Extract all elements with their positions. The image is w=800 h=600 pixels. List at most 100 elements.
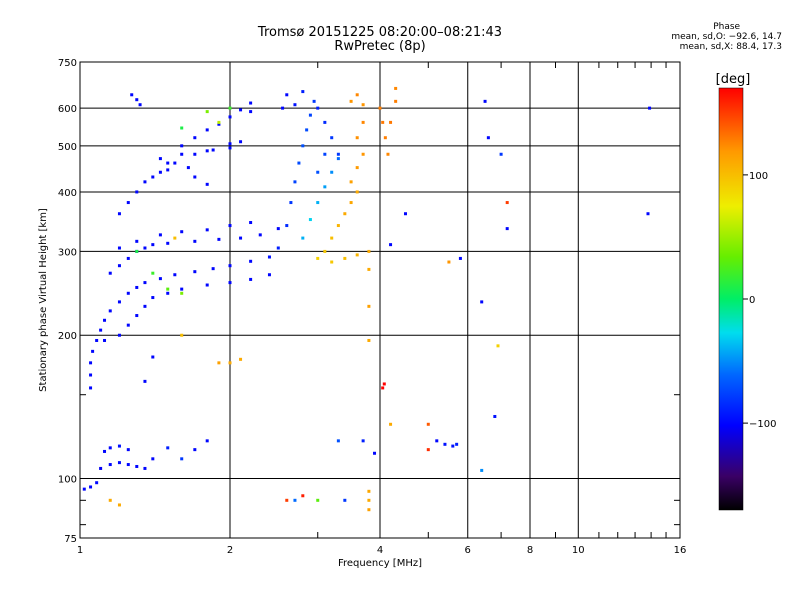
- data-point: [443, 442, 447, 446]
- data-point: [151, 296, 155, 300]
- data-point: [499, 152, 503, 156]
- data-point: [349, 201, 353, 205]
- data-point: [394, 86, 398, 90]
- data-point: [276, 227, 280, 231]
- data-point: [173, 236, 177, 240]
- data-point: [151, 271, 155, 275]
- data-point: [158, 233, 162, 237]
- data-point: [239, 140, 243, 144]
- data-point: [103, 318, 107, 322]
- data-point: [126, 201, 130, 205]
- data-point: [180, 230, 184, 234]
- data-point: [389, 422, 393, 426]
- data-point: [158, 277, 162, 281]
- data-point: [355, 166, 359, 170]
- data-point: [435, 439, 439, 443]
- data-point: [117, 264, 121, 268]
- data-point: [249, 277, 253, 281]
- data-point: [103, 449, 107, 453]
- data-point: [389, 243, 393, 247]
- data-point: [323, 152, 327, 156]
- colorbar-tick-label: −100: [749, 419, 776, 430]
- data-point: [258, 233, 262, 237]
- data-point: [143, 466, 147, 470]
- data-point: [239, 236, 243, 240]
- y-tick-label: 300: [58, 247, 77, 258]
- data-point: [108, 463, 112, 467]
- data-point: [289, 201, 293, 205]
- data-points: [82, 86, 652, 512]
- data-point: [367, 249, 371, 253]
- data-point: [186, 166, 190, 170]
- data-point: [312, 99, 316, 103]
- data-point: [330, 170, 334, 174]
- data-point: [349, 180, 353, 184]
- data-point: [143, 379, 147, 383]
- y-tick-label: 750: [58, 58, 77, 69]
- data-point: [166, 291, 170, 295]
- data-point: [394, 99, 398, 103]
- data-point: [381, 386, 385, 390]
- x-tick-label: 1: [77, 545, 83, 556]
- data-point: [228, 142, 232, 146]
- data-point: [91, 349, 95, 353]
- data-point: [143, 246, 147, 250]
- data-point: [305, 128, 309, 132]
- data-point: [486, 136, 490, 140]
- data-point: [126, 448, 130, 452]
- data-point: [126, 291, 130, 295]
- data-point: [166, 168, 170, 172]
- data-point: [336, 439, 340, 443]
- phase-stats-o: mean, sd,O: −92.6, 14.7: [671, 32, 782, 42]
- data-point: [95, 338, 99, 342]
- data-point: [483, 99, 487, 103]
- data-point: [361, 103, 365, 107]
- data-point: [103, 338, 107, 342]
- x-tick-label: 2: [227, 545, 233, 556]
- chart-title: Tromsø 20151225 08:20:00–08:21:43: [257, 25, 503, 40]
- data-point: [211, 148, 215, 152]
- data-point: [301, 236, 305, 240]
- data-point: [316, 256, 320, 260]
- data-point: [99, 466, 103, 470]
- data-point: [135, 285, 139, 289]
- data-point: [301, 494, 305, 498]
- data-point: [217, 237, 221, 241]
- data-point: [117, 444, 121, 448]
- data-point: [211, 267, 215, 271]
- x-tick-label: 10: [572, 545, 585, 556]
- data-point: [130, 93, 134, 97]
- data-point: [193, 239, 197, 243]
- data-point: [228, 224, 232, 228]
- x-axis-label: Frequency [MHz]: [338, 558, 422, 569]
- data-point: [239, 357, 243, 361]
- data-point: [151, 457, 155, 461]
- data-point: [361, 152, 365, 156]
- data-point: [389, 120, 393, 124]
- data-point: [117, 300, 121, 304]
- data-point: [249, 259, 253, 263]
- data-point: [355, 136, 359, 140]
- data-point: [367, 338, 371, 342]
- data-point: [82, 487, 86, 491]
- data-point: [166, 287, 170, 291]
- data-point: [193, 270, 197, 274]
- data-point: [151, 243, 155, 247]
- data-point: [330, 136, 334, 140]
- data-point: [373, 451, 377, 455]
- data-point: [330, 236, 334, 240]
- data-point: [95, 481, 99, 485]
- data-point: [135, 249, 139, 253]
- data-point: [301, 144, 305, 148]
- data-point: [281, 106, 285, 110]
- data-point: [455, 442, 459, 446]
- data-point: [496, 344, 500, 348]
- data-point: [323, 249, 327, 253]
- data-point: [276, 246, 280, 250]
- phase-stats: Phase mean, sd,O: −92.6, 14.7 mean, sd,X…: [671, 22, 782, 52]
- data-point: [151, 355, 155, 359]
- data-point: [138, 103, 142, 107]
- data-point: [493, 414, 497, 418]
- data-point: [158, 157, 162, 161]
